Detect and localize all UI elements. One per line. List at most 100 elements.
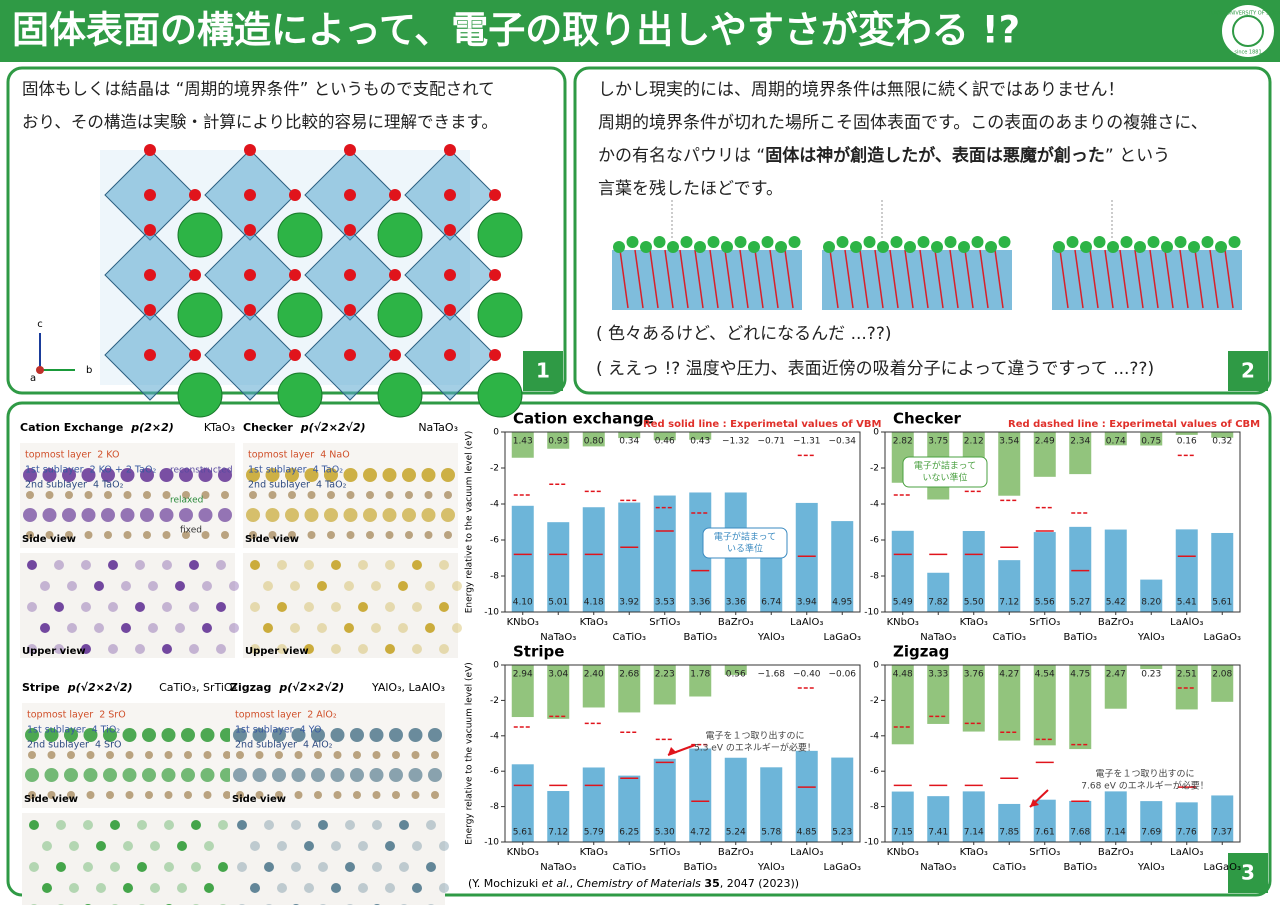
crystal-image (100, 144, 523, 418)
atom (202, 623, 212, 633)
x-tick-label: KNbO₃ (507, 847, 539, 858)
upper-bg (20, 553, 235, 658)
atom (246, 468, 260, 482)
bar-label: 4.10 (513, 598, 533, 608)
bond (844, 249, 854, 309)
atom (327, 531, 335, 539)
oxygen (144, 224, 156, 236)
bar-label: 5.79 (584, 828, 604, 838)
atom (272, 768, 286, 782)
layer-label: 2nd sublayer 4 TaO₂ (25, 480, 124, 491)
ea-bar (653, 665, 676, 705)
bond (919, 249, 929, 309)
bar-label: 2.94 (513, 670, 533, 680)
atom (122, 728, 137, 742)
x-tick-label: SrTiO₃ (1029, 617, 1060, 628)
ip-bar (1033, 799, 1056, 842)
atom (904, 241, 916, 253)
atom (291, 820, 301, 830)
atom (96, 883, 106, 893)
plot (511, 665, 854, 842)
atom (304, 468, 319, 482)
atom (372, 862, 382, 872)
atom (106, 791, 114, 799)
slab (612, 250, 802, 310)
bar-label: 0.75 (1141, 437, 1161, 447)
atom (191, 820, 201, 830)
atom (122, 768, 137, 782)
x-tick-label: CaTiO₃ (992, 632, 1026, 643)
cation (477, 372, 523, 418)
x-tick-label: BaTiO₃ (684, 632, 717, 643)
atom (343, 508, 358, 522)
oxygen (344, 349, 356, 361)
atom (264, 862, 274, 872)
bar-label: 2.49 (1035, 437, 1055, 447)
side-view (243, 443, 458, 548)
side-view (230, 703, 445, 808)
atom (96, 841, 106, 851)
atom (201, 491, 210, 499)
bar-label: 7.85 (999, 828, 1019, 838)
atom (382, 508, 397, 522)
logo-since: since 1881 (1234, 50, 1261, 56)
atom (65, 491, 73, 499)
atom (345, 862, 355, 872)
x-tick-label: KTaO₃ (960, 617, 988, 628)
ip-bar (1104, 529, 1127, 612)
atom (164, 751, 173, 759)
atom (177, 841, 187, 851)
ea-bar (618, 665, 641, 713)
ea-bar (582, 665, 605, 708)
atom (998, 236, 1011, 248)
atom (189, 602, 199, 612)
atom (412, 602, 422, 612)
atom (291, 768, 306, 782)
bar-label: 2.23 (655, 670, 675, 680)
atom (653, 236, 666, 248)
bar-label: 5.30 (655, 828, 675, 838)
atom (421, 508, 436, 522)
atom (667, 241, 679, 253)
oxygen (144, 144, 156, 156)
atom (331, 841, 341, 851)
y-tick-label: -8 (870, 572, 879, 582)
bond (1089, 249, 1099, 309)
atom (23, 468, 37, 482)
atom (42, 468, 57, 482)
bar-label: 4.18 (584, 598, 604, 608)
layer-label: 1st sublayer 4 TiO₂ (27, 725, 120, 736)
annotation: 5.3 eV のエネルギーが必要！ (694, 742, 816, 754)
atom (268, 531, 277, 539)
oxygen (189, 189, 201, 201)
oxygen (144, 304, 156, 316)
y-tick-label: -6 (490, 767, 499, 777)
bar-label: 2.40 (584, 670, 604, 680)
axis-label: a (30, 373, 36, 384)
cation (277, 292, 323, 338)
atom (62, 508, 76, 522)
bond (739, 249, 749, 309)
bar-label: 4.54 (1035, 670, 1055, 680)
bar-label: 2.82 (893, 437, 913, 447)
layer-label: 2nd sublayer 4 SrO (27, 740, 121, 751)
atom (275, 751, 283, 759)
slab (1052, 250, 1242, 310)
atom (366, 491, 374, 499)
panel-number-box (1228, 853, 1268, 893)
bar-label: −1.32 (722, 437, 750, 447)
atom (27, 644, 37, 654)
bar-label: −0.71 (757, 437, 785, 447)
atom (311, 768, 325, 782)
atom (331, 883, 341, 893)
atom (272, 728, 286, 742)
structure-name: Checker (243, 421, 293, 434)
atom (125, 791, 134, 799)
bar-label: 5.27 (1070, 598, 1090, 608)
x-tick-label: KTaO₃ (580, 847, 608, 858)
atom (424, 531, 433, 539)
bar-label: 5.24 (726, 828, 746, 838)
bar-label: 0.74 (1106, 437, 1126, 447)
atom (314, 791, 322, 799)
atom (81, 644, 91, 654)
